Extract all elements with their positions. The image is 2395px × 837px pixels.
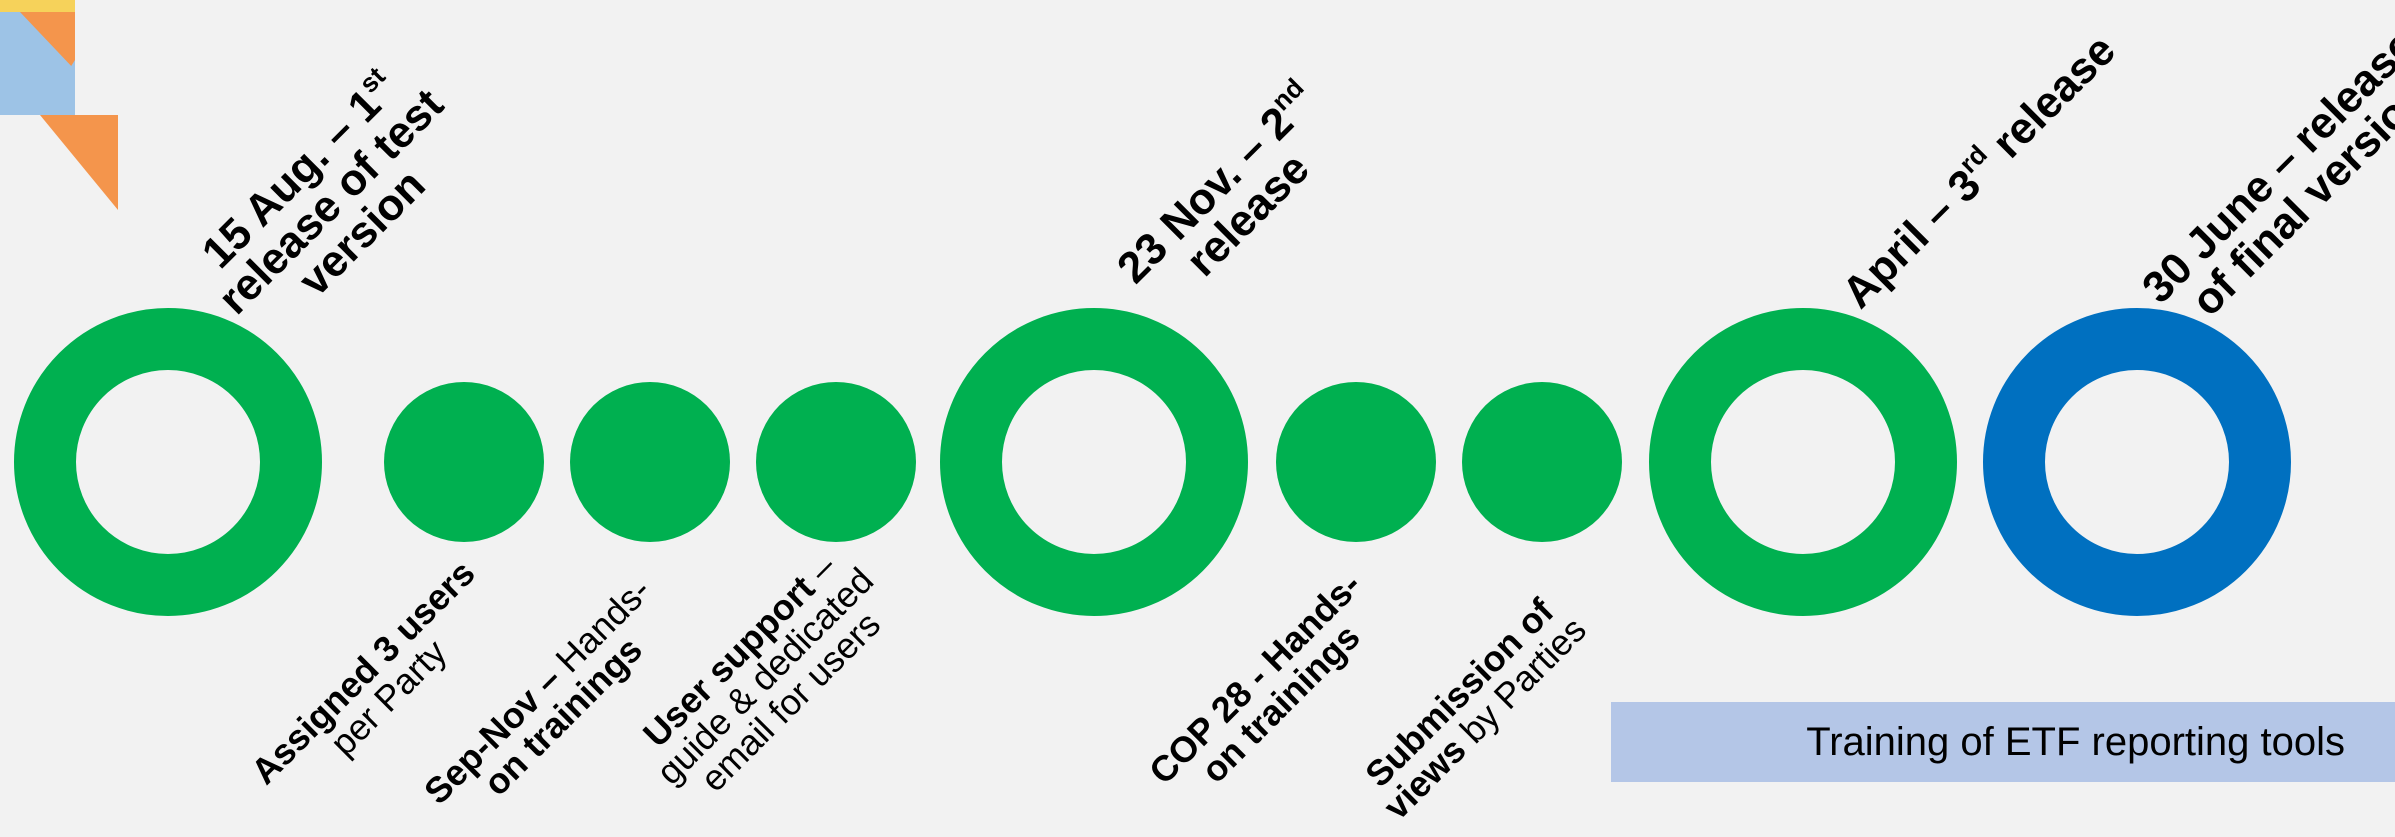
footer-banner: Training of ETF reporting tools [1611,702,2395,782]
timeline [14,308,2291,616]
event-dot-1 [384,382,544,542]
event-dot-4 [1276,382,1436,542]
event-dot-5 [1462,382,1622,542]
milestone-ring-1 [14,308,322,616]
milestone-ring-2 [940,308,1248,616]
corner-decoration [0,0,118,210]
footer-text: Training of ETF reporting tools [1806,719,2345,764]
event-dot-3 [756,382,916,542]
milestone-ring-3 [1649,308,1957,616]
event-dot-2 [570,382,730,542]
milestone-ring-final [1983,308,2291,616]
